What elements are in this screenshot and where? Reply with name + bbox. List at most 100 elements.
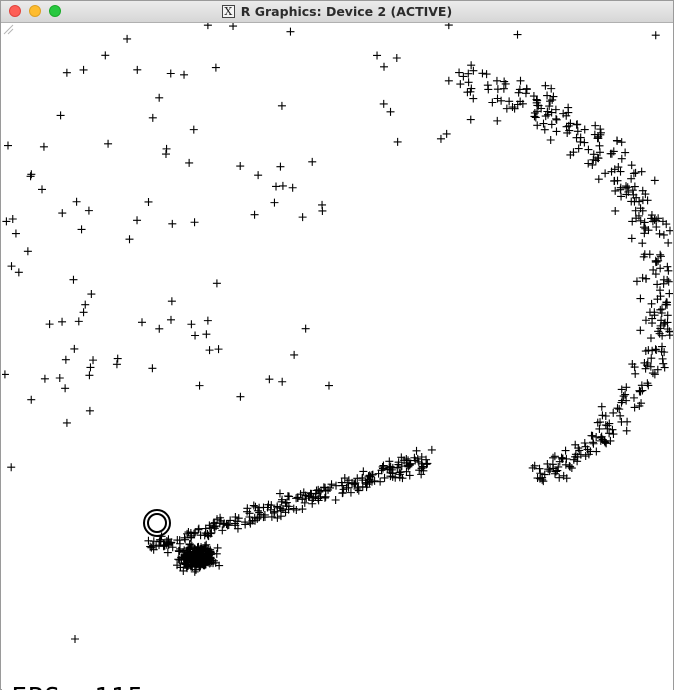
particle-marker (79, 65, 88, 74)
particle-marker (573, 120, 582, 129)
particle-marker (173, 561, 182, 570)
plot-canvas[interactable]: FPS: 115 (2, 23, 673, 690)
particle-marker (207, 549, 216, 558)
particle-marker (123, 34, 132, 43)
particle-marker (58, 317, 67, 326)
particle-marker (619, 392, 628, 401)
particle-marker (308, 496, 317, 505)
particle-marker (165, 539, 174, 548)
particle-marker (205, 346, 214, 355)
maximize-window-button[interactable] (49, 5, 61, 17)
focal-ring-outer (143, 509, 171, 537)
particle-marker (342, 483, 351, 492)
particle-marker (603, 421, 612, 430)
particle-marker (665, 327, 673, 336)
particle-marker (629, 393, 638, 402)
particle-marker (281, 508, 290, 517)
particle-marker (254, 171, 263, 180)
particle-marker (395, 468, 404, 477)
particle-marker (535, 464, 544, 473)
particle-marker (302, 494, 311, 503)
particle-marker (610, 177, 619, 186)
particle-marker (665, 226, 673, 235)
particle-marker (516, 76, 525, 85)
particle-marker (627, 197, 636, 206)
particle-marker (636, 326, 645, 335)
particle-marker (61, 355, 70, 364)
particle-marker (39, 142, 48, 151)
particle-marker (466, 115, 475, 124)
fps-label: FPS: (11, 683, 78, 690)
particle-marker (195, 381, 204, 390)
particle-marker (133, 65, 142, 74)
particle-marker (636, 294, 645, 303)
particle-marker (502, 104, 511, 113)
particle-marker (650, 370, 659, 379)
particle-marker (175, 556, 184, 565)
particle-marker (236, 162, 245, 171)
particle-marker (286, 27, 295, 36)
particle-marker (288, 183, 297, 192)
particle-marker (656, 250, 665, 259)
particle-marker (632, 277, 641, 286)
particle-marker (417, 453, 426, 462)
particle-marker (133, 216, 142, 225)
particle-marker (197, 544, 206, 553)
particle-marker (213, 515, 222, 524)
particle-marker (662, 220, 671, 229)
particle-marker (379, 461, 388, 470)
minimize-window-button[interactable] (29, 5, 41, 17)
particle-marker (631, 369, 640, 378)
particle-marker (340, 474, 349, 483)
particle-marker (539, 119, 548, 128)
particle-marker (378, 462, 387, 471)
particle-marker (58, 209, 67, 218)
particle-marker (223, 521, 232, 530)
particle-marker (629, 169, 638, 178)
particle-marker (653, 295, 662, 304)
particle-marker (173, 536, 182, 545)
particle-marker (646, 362, 655, 371)
title-bar[interactable]: X R Graphics: Device 2 (ACTIVE) (1, 1, 673, 23)
particle-marker (651, 31, 660, 40)
particle-marker (663, 298, 672, 307)
particle-marker (605, 429, 614, 438)
particle-marker (3, 141, 12, 150)
particle-marker (194, 525, 203, 534)
close-window-button[interactable] (9, 5, 21, 17)
resize-grip-icon[interactable] (2, 23, 14, 35)
particle-marker (72, 197, 81, 206)
particle-marker (576, 137, 585, 146)
particle-marker (609, 408, 618, 417)
particle-marker (616, 167, 625, 176)
particle-marker (11, 229, 20, 238)
particle-marker (327, 480, 336, 489)
particle-marker (161, 150, 170, 159)
particle-marker (559, 471, 568, 480)
particle-marker (601, 169, 610, 178)
particle-marker (189, 125, 198, 134)
particle-marker (533, 121, 542, 130)
particle-marker (644, 226, 653, 235)
particle-marker (630, 403, 639, 412)
particle-marker (290, 350, 299, 359)
particle-marker (539, 477, 548, 486)
particle-marker (639, 223, 648, 232)
particle-marker (562, 454, 571, 463)
particle-marker (541, 81, 550, 90)
particle-marker (276, 162, 285, 171)
particle-marker (86, 363, 95, 372)
particle-marker (565, 462, 574, 471)
particle-marker (27, 395, 36, 404)
particle-marker (166, 315, 175, 324)
particle-marker (627, 174, 636, 183)
particle-marker (101, 51, 110, 60)
particle-marker (636, 216, 645, 225)
particle-marker (653, 280, 662, 289)
particle-marker (588, 160, 597, 169)
particle-marker (664, 238, 673, 247)
particle-marker (231, 513, 240, 522)
particle-marker (665, 289, 673, 298)
focal-ring-inner (147, 513, 167, 533)
particle-marker (493, 116, 502, 125)
